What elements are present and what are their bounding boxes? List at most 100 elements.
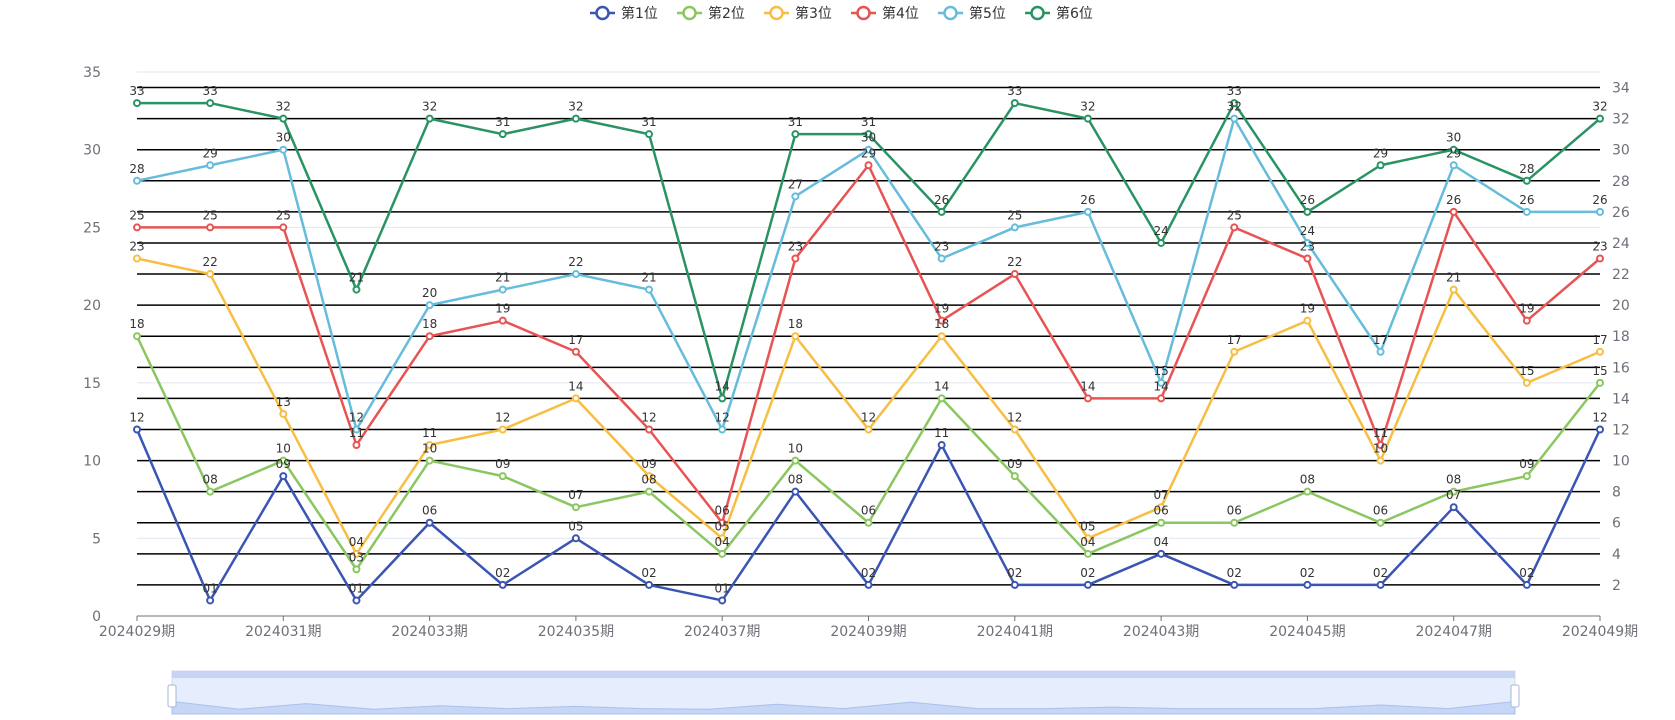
data-point[interactable] <box>1157 394 1166 403</box>
data-point[interactable] <box>279 409 288 418</box>
data-point[interactable] <box>1083 549 1092 558</box>
data-point[interactable] <box>1522 316 1531 325</box>
legend-item[interactable]: 第2位 <box>677 5 745 22</box>
data-point[interactable] <box>1376 518 1385 527</box>
data-point[interactable] <box>1596 378 1604 387</box>
data-point[interactable] <box>206 596 215 605</box>
data-point[interactable] <box>1596 207 1604 216</box>
data-point[interactable] <box>352 425 361 434</box>
data-point[interactable] <box>352 441 361 450</box>
data-point[interactable] <box>1157 238 1166 247</box>
data-point[interactable] <box>864 518 873 527</box>
data-point[interactable] <box>1157 549 1166 558</box>
legend-item[interactable]: 第3位 <box>764 5 832 22</box>
data-point[interactable] <box>498 580 507 589</box>
data-point[interactable] <box>425 332 434 341</box>
data-point[interactable] <box>1010 425 1019 434</box>
data-point[interactable] <box>206 99 215 108</box>
legend[interactable]: 第1位 第2位 第3位 第4位 第5位 第6位 <box>590 5 1093 22</box>
data-point[interactable] <box>645 130 654 139</box>
data-point[interactable] <box>352 596 361 605</box>
data-point[interactable] <box>133 425 141 434</box>
data-point[interactable] <box>937 316 946 325</box>
data-point[interactable] <box>791 456 800 465</box>
data-point[interactable] <box>1449 207 1458 216</box>
data-point[interactable] <box>279 114 288 123</box>
data-point[interactable] <box>718 425 727 434</box>
data-point[interactable] <box>1522 580 1531 589</box>
data-point[interactable] <box>425 301 434 310</box>
data-point[interactable] <box>352 565 361 574</box>
data-point[interactable] <box>1157 518 1166 527</box>
data-zoom-slider[interactable] <box>167 670 1520 715</box>
data-point[interactable] <box>206 270 215 279</box>
data-point[interactable] <box>791 254 800 263</box>
data-point[interactable] <box>1376 347 1385 356</box>
data-point[interactable] <box>425 114 434 123</box>
data-point[interactable] <box>791 487 800 496</box>
legend-item[interactable]: 第4位 <box>851 5 919 22</box>
data-point[interactable] <box>718 394 727 403</box>
data-point[interactable] <box>791 332 800 341</box>
legend-item[interactable]: 第6位 <box>1025 5 1093 22</box>
data-point[interactable] <box>864 425 873 434</box>
data-point[interactable] <box>1303 238 1312 247</box>
data-point[interactable] <box>1596 254 1604 263</box>
data-point[interactable] <box>937 207 946 216</box>
data-point[interactable] <box>279 223 288 232</box>
data-point[interactable] <box>1376 456 1385 465</box>
data-point[interactable] <box>206 161 215 170</box>
data-point[interactable] <box>1303 487 1312 496</box>
data-point[interactable] <box>571 270 580 279</box>
data-point[interactable] <box>718 534 727 543</box>
data-point[interactable] <box>1157 378 1166 387</box>
data-point[interactable] <box>1010 270 1019 279</box>
data-point[interactable] <box>425 441 434 450</box>
data-point[interactable] <box>937 332 946 341</box>
data-point[interactable] <box>791 192 800 201</box>
data-point[interactable] <box>1303 580 1312 589</box>
data-point[interactable] <box>1083 207 1092 216</box>
data-point[interactable] <box>1303 316 1312 325</box>
data-point[interactable] <box>206 223 215 232</box>
data-point[interactable] <box>1596 347 1604 356</box>
data-point[interactable] <box>1596 425 1604 434</box>
data-point[interactable] <box>645 472 654 481</box>
data-point[interactable] <box>1449 487 1458 496</box>
data-point[interactable] <box>1010 472 1019 481</box>
data-point[interactable] <box>352 285 361 294</box>
data-point[interactable] <box>571 394 580 403</box>
data-point[interactable] <box>645 425 654 434</box>
data-point[interactable] <box>1522 378 1531 387</box>
zoom-move-bar[interactable] <box>172 671 1515 678</box>
data-point[interactable] <box>571 114 580 123</box>
data-point[interactable] <box>352 549 361 558</box>
data-point[interactable] <box>1083 534 1092 543</box>
data-point[interactable] <box>1449 503 1458 512</box>
data-point[interactable] <box>937 254 946 263</box>
data-point[interactable] <box>645 285 654 294</box>
data-point[interactable] <box>1449 145 1458 154</box>
data-point[interactable] <box>206 487 215 496</box>
data-point[interactable] <box>864 130 873 139</box>
data-point[interactable] <box>864 145 873 154</box>
data-point[interactable] <box>571 347 580 356</box>
data-point[interactable] <box>1157 503 1166 512</box>
data-point[interactable] <box>1522 472 1531 481</box>
data-point[interactable] <box>498 130 507 139</box>
data-point[interactable] <box>864 161 873 170</box>
data-point[interactable] <box>1376 161 1385 170</box>
data-point[interactable] <box>1230 347 1239 356</box>
data-point[interactable] <box>1083 114 1092 123</box>
data-point[interactable] <box>1230 99 1239 108</box>
data-point[interactable] <box>279 145 288 154</box>
data-point[interactable] <box>1083 394 1092 403</box>
data-point[interactable] <box>1010 580 1019 589</box>
data-point[interactable] <box>571 534 580 543</box>
data-point[interactable] <box>498 285 507 294</box>
data-point[interactable] <box>1230 223 1239 232</box>
data-point[interactable] <box>279 472 288 481</box>
data-point[interactable] <box>1522 207 1531 216</box>
data-point[interactable] <box>133 99 141 108</box>
data-point[interactable] <box>1083 580 1092 589</box>
